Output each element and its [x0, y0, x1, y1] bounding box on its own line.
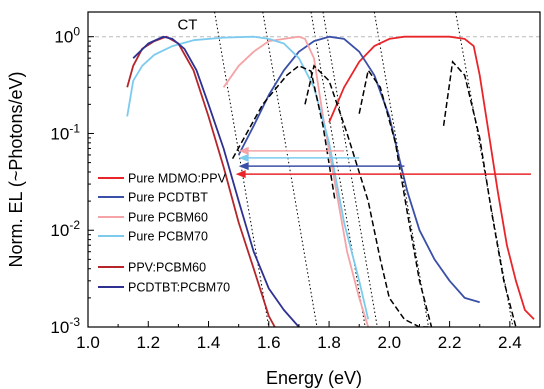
annotations: CT	[177, 17, 197, 34]
series-pure-pcdtbt	[237, 35, 480, 304]
onset-line-5	[373, 12, 429, 327]
y-axis-title: Norm. EL (~Photons/eV)	[6, 72, 26, 268]
plot-frame	[87, 11, 541, 328]
series-layer	[126, 35, 535, 327]
onset-line-1	[214, 12, 270, 327]
arrow-head-3	[238, 153, 249, 162]
x-axis-title: Energy (eV)	[266, 368, 362, 388]
y-tick-label: 10-2	[50, 218, 80, 240]
dashed-fit-1	[231, 64, 336, 202]
dashed-fit-3	[358, 68, 433, 327]
onset-line-6	[455, 12, 514, 327]
x-tick-label: 1.2	[136, 333, 160, 352]
dashed-fits	[231, 60, 517, 327]
onset-line-3	[310, 12, 366, 327]
x-tick-label: 2.2	[438, 333, 462, 352]
x-tick-label: 1.8	[317, 333, 341, 352]
y-tick-label: 10-3	[50, 315, 80, 337]
x-tick-label: 2.0	[378, 333, 402, 352]
onset-line-2	[262, 12, 318, 327]
x-tick-label: 1.4	[197, 333, 221, 352]
series-pure-pcbm60	[222, 35, 370, 327]
legend-label: PCDTBT:PCBM70	[128, 281, 230, 295]
legend-label: PPV:PCBM60	[128, 261, 206, 275]
arrows-layer	[235, 146, 531, 179]
onset-lines	[214, 12, 514, 327]
arrow-head-2	[238, 162, 249, 171]
x-tick-label: 1.0	[76, 333, 100, 352]
series-pure-pcbm70	[126, 35, 370, 320]
legend-label: Pure PCDTBT	[128, 191, 208, 205]
axes: 1.0 1.2 1.4 1.6 1.8 2.0 2.2 2.4 10-3 10-2 10-1 100 E…	[6, 25, 522, 388]
series-pcdtbt-pcbm70	[132, 35, 300, 327]
legend-label: Pure MDMO:PPV	[128, 172, 227, 186]
y-tick-label: 100	[54, 25, 80, 47]
legend-label: Pure PCBM70	[128, 230, 208, 244]
legend-label: Pure PCBM60	[128, 211, 208, 225]
arrow-head-1	[235, 170, 246, 179]
legend: Pure MDMO:PPV Pure PCDTBT Pure PCBM60 Pure …	[98, 172, 230, 295]
series-pure-mdmo-ppv	[328, 35, 535, 320]
dashed-fit-4	[442, 60, 517, 327]
ct-annotation: CT	[177, 17, 197, 34]
y-tick-label: 10-1	[50, 121, 80, 143]
dashed-fit-2	[304, 64, 429, 327]
onset-line-4	[322, 12, 378, 327]
arrow-head-4	[238, 146, 249, 155]
x-tick-label: 1.6	[257, 333, 281, 352]
x-tick-label: 2.4	[498, 333, 522, 352]
